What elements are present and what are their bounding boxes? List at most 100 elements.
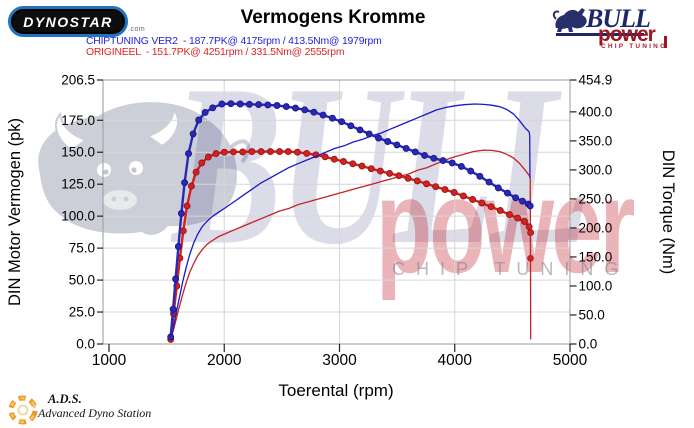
marker-koppel-origineel bbox=[293, 148, 301, 156]
x-tick-label: 2000 bbox=[207, 352, 242, 369]
marker-koppel-chiptuning bbox=[448, 159, 456, 167]
marker-koppel-origineel bbox=[478, 199, 486, 207]
y-left-tick-label: 175.0 bbox=[61, 113, 95, 128]
dynostar-logo-text: DYNOSTAR bbox=[23, 13, 113, 30]
marker-koppel-chiptuning bbox=[292, 104, 299, 112]
y-left-tick-label: 0.0 bbox=[76, 337, 95, 352]
y-left-tick-label: 75.0 bbox=[69, 241, 95, 256]
marker-koppel-origineel bbox=[349, 160, 357, 168]
marker-koppel-origineel bbox=[358, 162, 366, 170]
marker-koppel-origineel bbox=[192, 168, 200, 176]
marker-koppel-origineel bbox=[376, 167, 384, 175]
marker-koppel-origineel bbox=[220, 148, 228, 156]
marker-koppel-origineel bbox=[204, 153, 212, 161]
bullpower-logo-name: BULL bbox=[586, 4, 651, 33]
marker-koppel-origineel bbox=[514, 214, 522, 222]
y-right-tick-label: 200.0 bbox=[579, 220, 613, 235]
marker-koppel-chiptuning bbox=[273, 102, 281, 109]
marker-koppel-chiptuning bbox=[375, 134, 382, 142]
marker-koppel-origineel bbox=[450, 189, 458, 196]
marker-koppel-origineel bbox=[212, 150, 220, 158]
marker-koppel-chiptuning bbox=[519, 197, 526, 205]
marker-koppel-origineel bbox=[487, 203, 495, 211]
y-right-tick-label: 0.0 bbox=[579, 337, 598, 352]
marker-koppel-chiptuning bbox=[245, 100, 253, 108]
marker-koppel-origineel bbox=[413, 177, 421, 185]
marker-koppel-origineel bbox=[187, 182, 195, 190]
y-left-tick-label: 100.0 bbox=[61, 209, 95, 224]
marker-koppel-origineel bbox=[386, 169, 394, 177]
marker-koppel-origineel bbox=[230, 148, 237, 156]
marker-koppel-chiptuning bbox=[177, 209, 185, 217]
marker-koppel-origineel bbox=[239, 148, 247, 156]
svg-text:power: power bbox=[376, 152, 635, 302]
marker-koppel-chiptuning bbox=[181, 179, 189, 187]
legend-chiptuning: CHIPTUNING VER2 - 187.7PK@ 4175rpm / 413… bbox=[86, 36, 382, 47]
y-right-tick-label: 300.0 bbox=[579, 162, 613, 177]
marker-koppel-chiptuning bbox=[185, 150, 192, 158]
x-tick-label: 4000 bbox=[438, 352, 473, 369]
marker-koppel-origineel bbox=[527, 229, 535, 237]
marker-koppel-chiptuning bbox=[169, 305, 177, 313]
y-left-tick-label: 125.0 bbox=[61, 177, 95, 192]
bull-icon bbox=[552, 8, 587, 32]
x-tick-label: 5000 bbox=[553, 352, 588, 369]
marker-koppel-origineel bbox=[404, 174, 412, 182]
marker-koppel-origineel bbox=[521, 218, 528, 225]
marker-koppel-origineel bbox=[257, 148, 265, 156]
marker-koppel-chiptuning bbox=[457, 162, 465, 170]
marker-koppel-chiptuning bbox=[356, 126, 364, 134]
x-tick-label: 1000 bbox=[92, 352, 127, 369]
marker-koppel-chiptuning bbox=[512, 194, 520, 202]
dynostar-logo: DYNOSTAR bbox=[8, 6, 128, 37]
marker-koppel-chiptuning bbox=[172, 275, 180, 283]
marker-koppel-origineel bbox=[183, 202, 191, 210]
marker-koppel-origineel bbox=[321, 153, 329, 161]
marker-koppel-chiptuning bbox=[467, 167, 475, 175]
marker-koppel-origineel bbox=[432, 183, 440, 191]
marker-koppel-origineel bbox=[248, 148, 256, 156]
bullpower-logo-sub: power bbox=[598, 23, 656, 46]
y-right-tick-label: 400.0 bbox=[579, 104, 613, 119]
dynostar-logo-suffix: .com bbox=[128, 26, 146, 33]
marker-koppel-chiptuning bbox=[411, 148, 419, 156]
y-right-tick-label: 100.0 bbox=[579, 278, 613, 293]
marker-koppel-chiptuning bbox=[174, 243, 182, 250]
marker-koppel-chiptuning bbox=[319, 111, 327, 119]
marker-koppel-chiptuning bbox=[439, 157, 447, 165]
marker-koppel-chiptuning bbox=[402, 144, 410, 152]
bullpower-bar bbox=[664, 36, 667, 48]
marker-koppel-chiptuning bbox=[201, 108, 209, 116]
marker-koppel-origineel bbox=[395, 172, 403, 180]
series-vermogen-origineel bbox=[170, 149, 532, 341]
marker-koppel-chiptuning bbox=[255, 101, 263, 109]
marker-koppel-chiptuning bbox=[504, 189, 511, 197]
marker-koppel-origineel bbox=[266, 148, 274, 156]
marker-koppel-chiptuning bbox=[526, 202, 534, 210]
marker-koppel-origineel bbox=[303, 149, 311, 157]
y-right-tick-label: 150.0 bbox=[579, 249, 613, 264]
marker-koppel-origineel bbox=[198, 159, 206, 167]
series-vermogen-chiptuning bbox=[170, 103, 531, 340]
y-right-tick-label: 350.0 bbox=[579, 133, 613, 148]
legend-origineel: ORIGINEEL - 151.7PK@ 4251rpm / 331.5Nm@ … bbox=[86, 46, 345, 58]
marker-koppel-chiptuning bbox=[195, 116, 203, 124]
marker-koppel-origineel bbox=[330, 155, 338, 163]
chip-tuning-watermark: CHIP TUNING bbox=[392, 259, 629, 279]
marker-koppel-origineel bbox=[423, 180, 430, 188]
marker-koppel-origineel bbox=[367, 165, 375, 173]
ads-swirl-icon bbox=[8, 395, 38, 425]
marker-koppel-chiptuning bbox=[365, 130, 373, 138]
marker-koppel-origineel bbox=[284, 148, 292, 156]
y-right-axis-title: DIN Torque (Nm) bbox=[659, 150, 677, 274]
marker-koppel-chiptuning bbox=[310, 108, 318, 116]
y-left-axis-title: DIN Motor Vermogen (pk) bbox=[6, 118, 24, 306]
bullpower-tagline: CHIP TUNING bbox=[601, 43, 668, 50]
marker-koppel-origineel bbox=[496, 207, 504, 214]
marker-koppel-chiptuning bbox=[209, 104, 217, 112]
marker-koppel-chiptuning bbox=[384, 138, 392, 145]
marker-koppel-chiptuning bbox=[167, 333, 175, 341]
y-left-tick-label: 50.0 bbox=[69, 273, 95, 288]
marker-koppel-chiptuning bbox=[476, 172, 484, 180]
